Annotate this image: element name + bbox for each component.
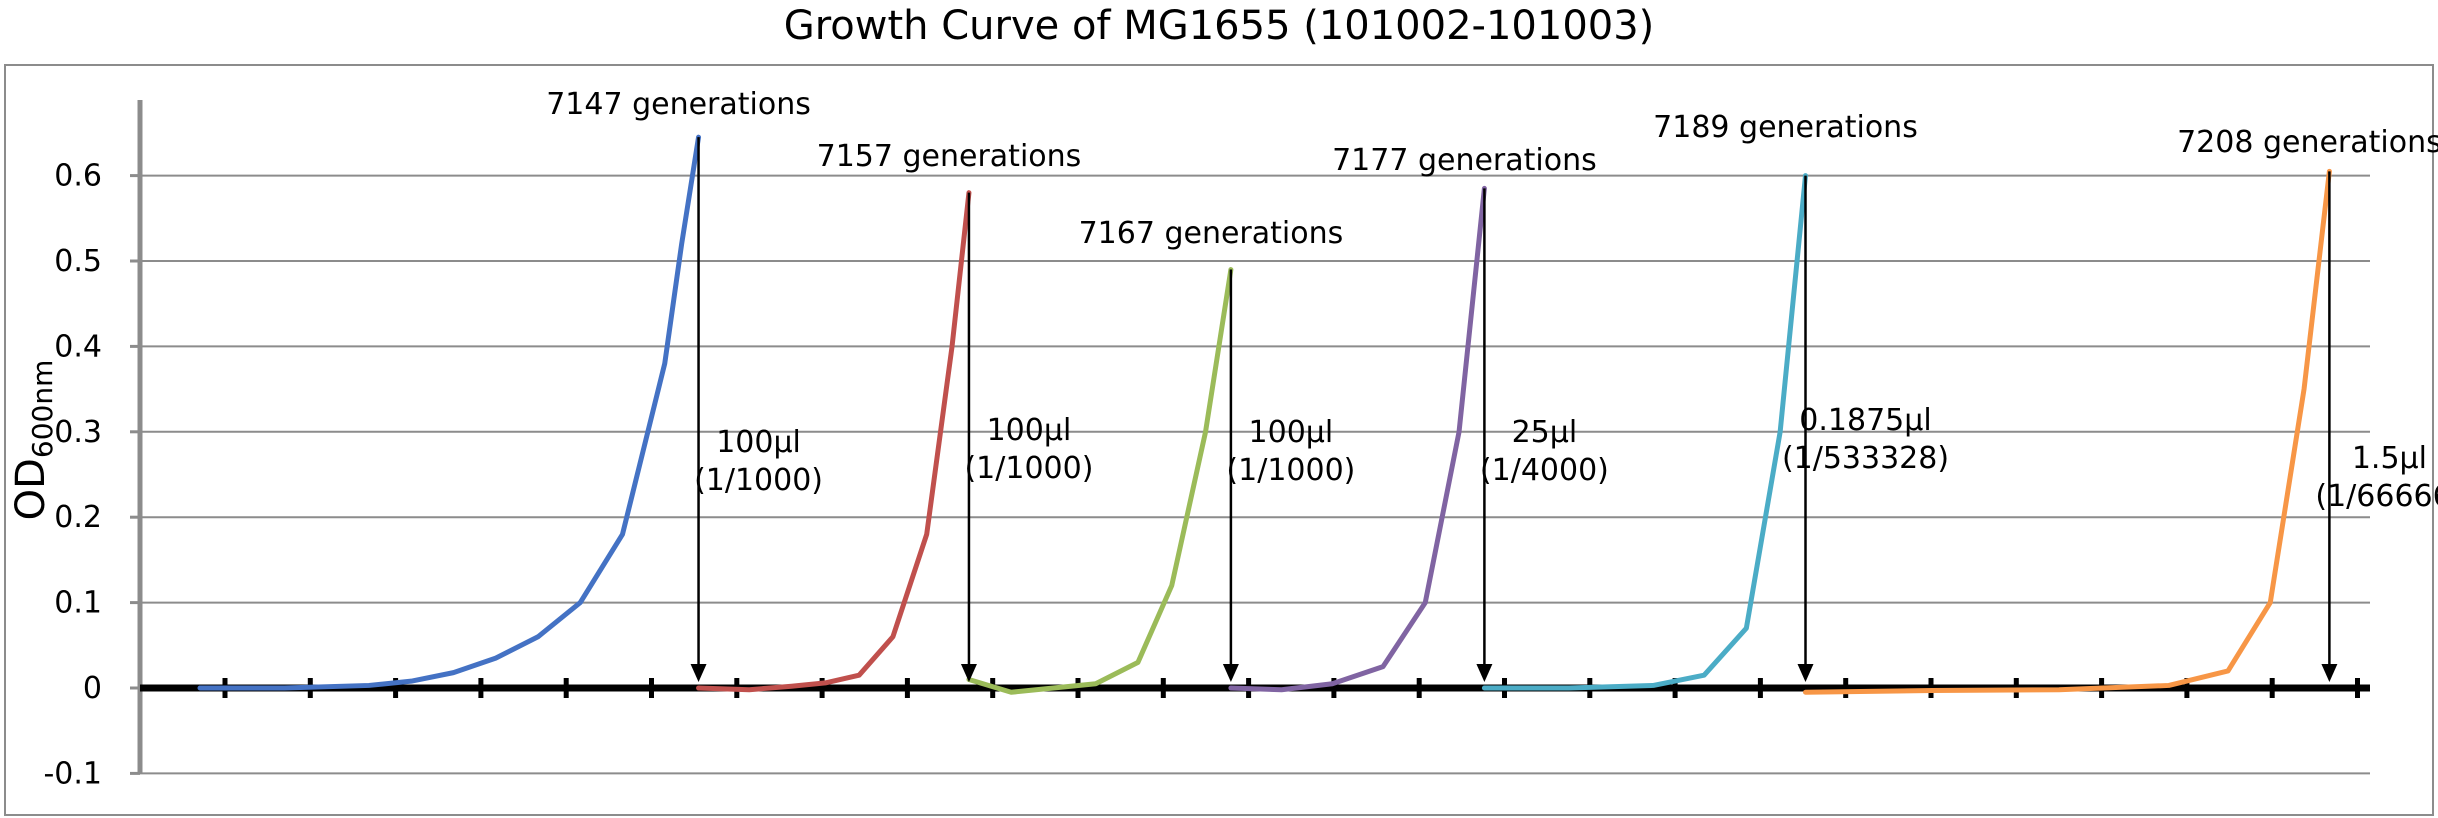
volume-label: 0.1875μl xyxy=(1799,403,1931,438)
arrow-head xyxy=(690,664,707,682)
gridlines xyxy=(140,174,2370,775)
y-tick-label: 0.3 xyxy=(54,415,102,450)
arrow-head xyxy=(1476,664,1493,682)
y-axis-label: OD600nm xyxy=(8,360,59,521)
y-tick-label: 0.1 xyxy=(54,586,102,621)
series-line-1 xyxy=(197,134,702,691)
arrow-head xyxy=(1222,664,1239,682)
y-tick-label: 0.4 xyxy=(54,329,102,364)
dilution-label: (1/1000) xyxy=(964,451,1093,486)
y-tick-label: 0.5 xyxy=(54,244,102,279)
generation-label: 7189 generations xyxy=(1653,110,1918,145)
volume-label: 100μl xyxy=(987,413,1072,448)
volume-label: 25μl xyxy=(1512,415,1578,450)
generation-label: 7208 generations xyxy=(2177,125,2438,160)
series-line-2 xyxy=(696,190,972,693)
y-tick-labels: -0.1 0 0.1 0.2 0.3 0.4 0.5 0.6 xyxy=(43,159,140,791)
series-line-6 xyxy=(1803,168,2332,695)
generation-label: 7157 generations xyxy=(817,139,1082,174)
volume-label: 100μl xyxy=(1249,415,1334,450)
arrow-head xyxy=(1797,664,1814,682)
arrow-head xyxy=(2321,664,2338,682)
dilution-label: (1/533328) xyxy=(1782,441,1949,476)
volume-label: 1.5μl xyxy=(2352,441,2427,476)
y-tick-label: 0.2 xyxy=(54,500,102,535)
series-line-3 xyxy=(966,267,1234,695)
y-tick-label: 0 xyxy=(83,671,102,706)
series-line-5 xyxy=(1481,173,1808,691)
volume-label: 100μl xyxy=(716,425,801,460)
dilution-label: (1/4000) xyxy=(1480,453,1609,488)
y-tick-label: -0.1 xyxy=(43,756,102,791)
y-tick-label: 0.6 xyxy=(54,159,102,194)
arrow-head xyxy=(960,664,977,682)
dilution-label: (1/66666) xyxy=(2315,479,2438,514)
series-lines xyxy=(197,134,2332,695)
generation-label: 7177 generations xyxy=(1332,143,1597,178)
chart-title: Growth Curve of MG1655 (101002-101003) xyxy=(783,3,1655,49)
chart-frame xyxy=(4,64,2434,816)
dilution-label: (1/1000) xyxy=(694,463,823,498)
generation-label: 7147 generations xyxy=(546,87,811,122)
series-line-4 xyxy=(1228,185,1487,693)
dilution-label: (1/1000) xyxy=(1226,453,1355,488)
generation-label: 7167 generations xyxy=(1079,216,1344,251)
